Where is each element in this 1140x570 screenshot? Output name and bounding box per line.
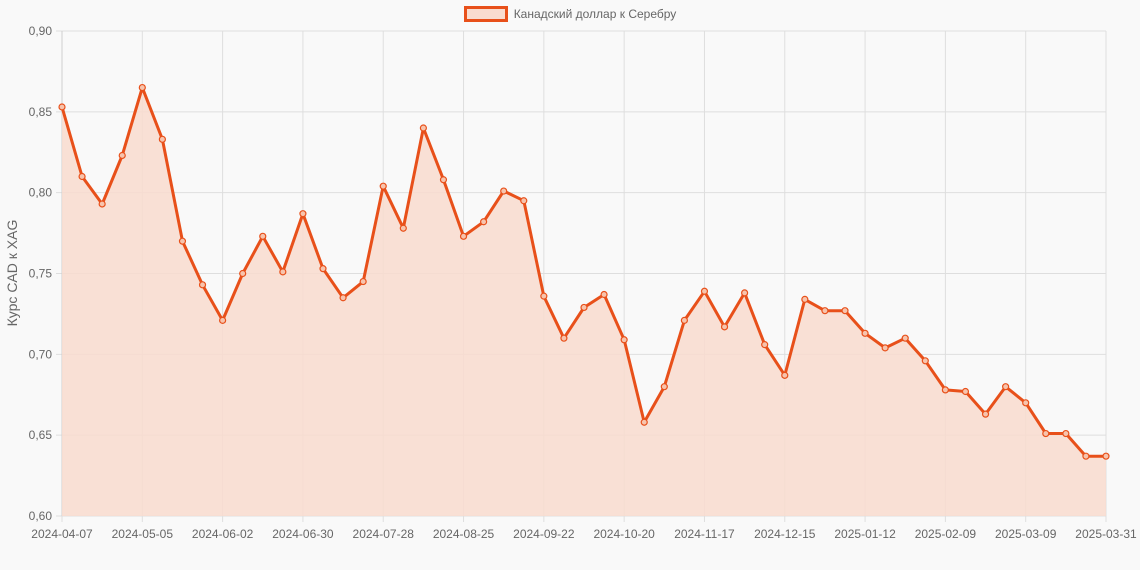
data-point[interactable] xyxy=(741,289,749,297)
x-tick-label: 2024-07-28 xyxy=(353,527,415,541)
data-point[interactable] xyxy=(1082,452,1090,460)
x-tick-label: 2024-10-20 xyxy=(593,527,655,541)
x-tick-label: 2024-08-25 xyxy=(433,527,495,541)
data-point[interactable] xyxy=(500,187,508,195)
data-point[interactable] xyxy=(801,295,809,303)
data-point[interactable] xyxy=(339,294,347,302)
data-point[interactable] xyxy=(560,334,568,342)
data-point[interactable] xyxy=(399,224,407,232)
data-point[interactable] xyxy=(600,290,608,299)
data-point[interactable] xyxy=(580,303,588,312)
y-tick-label: 0,70 xyxy=(29,347,53,361)
legend-swatch xyxy=(463,6,508,22)
data-point[interactable] xyxy=(821,307,829,315)
data-point[interactable] xyxy=(901,334,909,342)
data-point[interactable] xyxy=(279,268,287,276)
y-tick-label: 0,80 xyxy=(29,186,53,200)
area-fill xyxy=(62,87,1106,516)
data-point[interactable] xyxy=(720,323,729,331)
x-tick-label: 2025-03-31 xyxy=(1075,527,1137,541)
data-point[interactable] xyxy=(118,151,126,160)
data-point[interactable] xyxy=(981,410,990,418)
data-point[interactable] xyxy=(961,387,970,396)
data-point[interactable] xyxy=(1062,429,1070,438)
data-point[interactable] xyxy=(459,232,468,240)
x-tick-label: 2024-05-05 xyxy=(112,527,174,541)
x-tick-label: 2024-12-15 xyxy=(754,527,816,541)
data-point[interactable] xyxy=(379,182,387,190)
y-axis-ticks: 0,60 0,65 0,70 0,75 0,80 0,85 0,90 xyxy=(29,24,53,523)
data-point[interactable] xyxy=(299,210,307,218)
x-tick-label: 2024-09-22 xyxy=(513,527,575,541)
data-point[interactable] xyxy=(1002,383,1010,391)
data-point[interactable] xyxy=(259,232,267,240)
data-point[interactable] xyxy=(1022,399,1030,407)
data-point[interactable] xyxy=(58,103,66,111)
data-point[interactable] xyxy=(881,344,889,352)
data-point[interactable] xyxy=(178,237,187,245)
y-tick-label: 0,90 xyxy=(29,24,53,38)
data-point[interactable] xyxy=(660,383,668,391)
data-point[interactable] xyxy=(861,329,869,337)
data-point[interactable] xyxy=(781,371,789,379)
x-tick-label: 2024-06-02 xyxy=(192,527,254,541)
x-tick-label: 2024-06-30 xyxy=(272,527,334,541)
data-point[interactable] xyxy=(540,292,548,300)
x-tick-label: 2024-11-17 xyxy=(674,527,735,541)
chart-legend[interactable]: Канадский доллар к Серебру xyxy=(0,6,1140,22)
x-tick-label: 2025-01-12 xyxy=(834,527,896,541)
data-point[interactable] xyxy=(419,124,427,132)
data-point[interactable] xyxy=(198,281,207,289)
data-point[interactable] xyxy=(78,172,86,181)
data-point[interactable] xyxy=(680,316,688,324)
data-point[interactable] xyxy=(520,197,528,205)
data-point[interactable] xyxy=(138,83,146,92)
data-point[interactable] xyxy=(921,357,929,365)
legend-label: Канадский доллар к Серебру xyxy=(513,7,677,21)
data-point[interactable] xyxy=(439,176,448,184)
data-point[interactable] xyxy=(98,200,106,208)
data-point[interactable] xyxy=(359,277,367,286)
y-tick-label: 0,60 xyxy=(29,509,53,523)
data-point[interactable] xyxy=(640,418,648,426)
data-point[interactable] xyxy=(319,265,327,273)
data-points[interactable] xyxy=(58,83,1110,460)
data-point[interactable] xyxy=(1042,429,1050,438)
y-tick-label: 0,85 xyxy=(29,105,53,119)
data-point[interactable] xyxy=(941,386,949,394)
data-point[interactable] xyxy=(480,218,488,226)
y-tick-label: 0,65 xyxy=(29,428,53,442)
y-tick-label: 0,75 xyxy=(29,267,53,281)
data-point[interactable] xyxy=(841,307,849,315)
data-point[interactable] xyxy=(1102,452,1110,460)
x-tick-label: 2025-03-09 xyxy=(995,527,1057,541)
data-point[interactable] xyxy=(239,269,247,278)
data-point[interactable] xyxy=(761,341,769,349)
data-point[interactable] xyxy=(158,135,166,143)
x-axis-ticks: 2024-04-07 2024-05-05 2024-06-02 2024-06-30… xyxy=(31,527,1137,541)
data-point[interactable] xyxy=(219,316,227,324)
data-point[interactable] xyxy=(620,336,628,344)
data-point[interactable] xyxy=(700,287,709,295)
x-tick-label: 2025-02-09 xyxy=(915,527,977,541)
x-tick-label: 2024-04-07 xyxy=(31,527,93,541)
